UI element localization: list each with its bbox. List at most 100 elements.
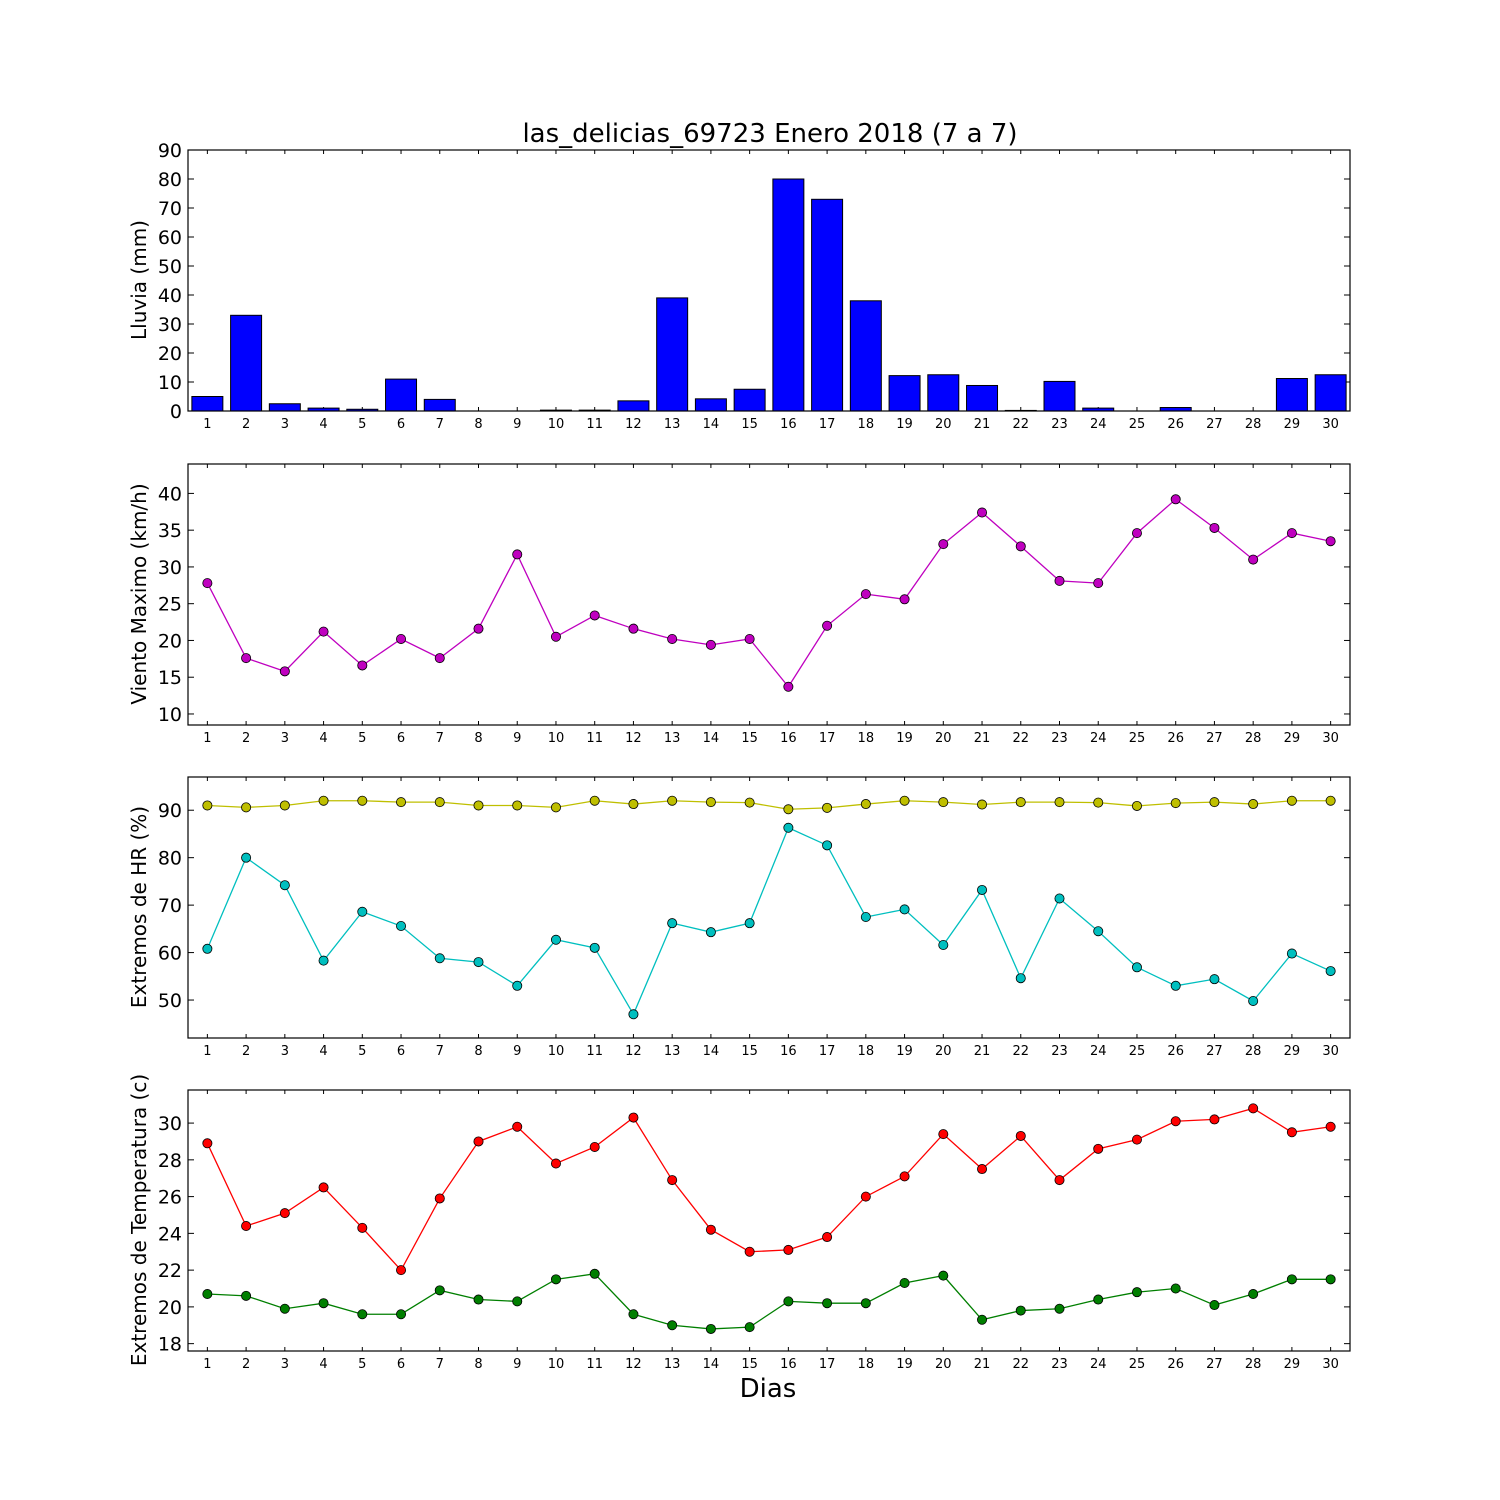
temperature-series-1-point [357, 1222, 368, 1233]
rain-ytick-label: 60 [158, 227, 182, 249]
humidity-xtick-label: 16 [780, 1044, 797, 1059]
temperature-xtick-label: 13 [664, 1357, 681, 1372]
temperature-series-2-point [318, 1298, 329, 1309]
humidity-series-1-point [783, 804, 794, 815]
humidity-xtick-label: 14 [703, 1044, 720, 1059]
rain-bar [230, 314, 263, 412]
temperature-series-1-point [512, 1121, 523, 1132]
humidity-series-1-point [1054, 797, 1065, 808]
humidity-series-2-point [899, 904, 910, 915]
rain-axes-frame [187, 149, 1351, 412]
rain-bar [927, 374, 960, 412]
temperature-xtick-label: 16 [780, 1357, 797, 1372]
humidity-xtick-label: 10 [548, 1044, 565, 1059]
wind-xtick-label: 13 [664, 731, 681, 746]
rain-bar [772, 178, 805, 412]
temperature-series-2-point [938, 1270, 949, 1281]
chart-title: las_delicias_69723 Enero 2018 (7 a 7) [522, 119, 1017, 149]
wind-xtick-label: 7 [436, 731, 444, 746]
wind-xtick-label: 15 [741, 731, 758, 746]
humidity-series-1-point [1131, 800, 1142, 811]
wind-xtick-label: 28 [1245, 731, 1262, 746]
wind-series-1-point [822, 620, 833, 631]
wind-series-1-point [860, 589, 871, 600]
temperature-series-2-point [899, 1277, 910, 1288]
humidity-series-2-point [744, 918, 755, 929]
humidity-ytick-label: 90 [158, 800, 182, 822]
rain-xtick-label: 20 [935, 417, 952, 432]
temperature-xtick-label: 27 [1206, 1357, 1223, 1372]
rain-xtick-label: 3 [281, 417, 289, 432]
humidity-series-2-point [279, 880, 290, 891]
temperature-series-1-point [589, 1141, 600, 1152]
rain-xtick-label: 2 [242, 417, 250, 432]
wind-xtick-label: 6 [397, 731, 405, 746]
humidity-series-2-point [550, 934, 561, 945]
humidity-series-2-point [705, 927, 716, 938]
humidity-series-2-point [589, 942, 600, 953]
temperature-xtick-label: 19 [896, 1357, 913, 1372]
humidity-series-2-point [1093, 926, 1104, 937]
humidity-series-1-point [1015, 797, 1026, 808]
temperature-series-1-point [434, 1193, 445, 1204]
temperature-series-1-point [705, 1224, 716, 1235]
humidity-series-1-point [860, 799, 871, 810]
rain-ytick-label: 10 [158, 372, 182, 394]
humidity-ylabel: Extremos de HR (%) [127, 806, 151, 1008]
humidity-xtick-label: 29 [1284, 1044, 1301, 1059]
rain-xtick-label: 29 [1284, 417, 1301, 432]
rain-xtick-label: 1 [203, 417, 211, 432]
temperature-xtick-label: 25 [1129, 1357, 1146, 1372]
temperature-series-1-point [473, 1136, 484, 1147]
wind-series-1-point [1093, 578, 1104, 589]
temperature-series-2-point [396, 1309, 407, 1320]
wind-series-1-point [1170, 494, 1181, 505]
temperature-xtick-label: 26 [1167, 1357, 1184, 1372]
wind-xtick-label: 3 [281, 731, 289, 746]
humidity-series-1-point [1209, 797, 1220, 808]
wind-plot-area [188, 464, 1350, 725]
rain-xtick-label: 25 [1129, 417, 1146, 432]
temperature-xtick-label: 23 [1051, 1357, 1068, 1372]
rain-ytick-label: 70 [158, 198, 182, 220]
temperature-series-1-point [822, 1232, 833, 1243]
humidity-series-1-point [938, 797, 949, 808]
humidity-series-2-point [628, 1009, 639, 1020]
rain-plot-area [188, 150, 1350, 411]
rain-ytick-label: 30 [158, 314, 182, 336]
temperature-ytick-label: 22 [158, 1260, 182, 1282]
wind-series-1-point [1209, 522, 1220, 533]
humidity-xtick-label: 6 [397, 1044, 405, 1059]
humidity-series-1-point [241, 802, 252, 813]
wind-series-1-point [705, 639, 716, 650]
rain-ytick-label: 20 [158, 343, 182, 365]
humidity-series-1-point [396, 797, 407, 808]
humidity-series-2-point [512, 980, 523, 991]
temperature-series-1-point [938, 1129, 949, 1140]
wind-xtick-label: 5 [358, 731, 366, 746]
temperature-ytick-label: 30 [158, 1113, 182, 1135]
wind-series-1-point [977, 507, 988, 518]
humidity-xtick-label: 21 [974, 1044, 991, 1059]
temperature-series-2-point [744, 1322, 755, 1333]
rain-xtick-label: 5 [358, 417, 366, 432]
temperature-series-1-point [396, 1265, 407, 1276]
humidity-xtick-label: 12 [625, 1044, 642, 1059]
wind-xtick-label: 17 [819, 731, 836, 746]
temperature-series-1-point [1054, 1175, 1065, 1186]
temperature-series-2-point [279, 1303, 290, 1314]
temperature-series-1-line [206, 1107, 1331, 1272]
humidity-ytick-label: 60 [158, 943, 182, 965]
humidity-series-1-line [207, 800, 1331, 810]
rain-ytick-label: 50 [158, 256, 182, 278]
humidity-xtick-label: 3 [281, 1044, 289, 1059]
temperature-series-2-point [705, 1323, 716, 1334]
temperature-ylabel: Extremos de Temperatura (c) [127, 1074, 151, 1366]
temperature-series-2-point [1015, 1305, 1026, 1316]
temperature-series-1-point [744, 1246, 755, 1257]
wind-series-1-point [1015, 541, 1026, 552]
rain-xtick-label: 16 [780, 417, 797, 432]
temperature-series-2-point [977, 1314, 988, 1325]
